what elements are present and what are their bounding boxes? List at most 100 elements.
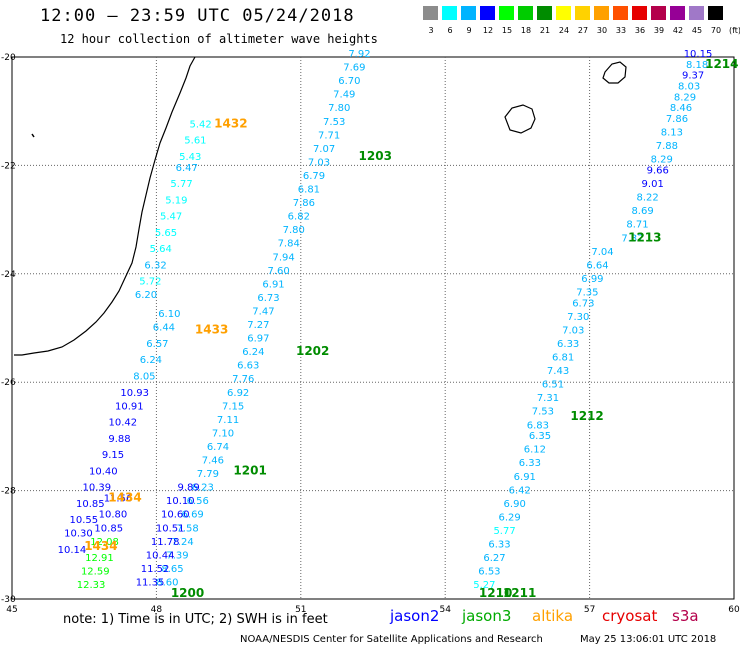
legend-label: 6 [447, 26, 453, 35]
wave-height-value: 8.29 [674, 92, 696, 103]
legend-label: 70 [710, 26, 722, 35]
wave-height-value: 6.51 [542, 380, 564, 391]
wave-height-value: 7.15 [222, 401, 244, 412]
wave-height-value: 7.79 [197, 469, 219, 480]
legend-swatch [632, 6, 647, 20]
wave-height-value: 5.61 [184, 136, 206, 147]
wave-height-value: 6.29 [499, 512, 521, 523]
madagascar-coast [14, 56, 196, 356]
lat-tick-label: -20 [1, 53, 16, 63]
lat-tick-label: -26 [1, 378, 16, 388]
wave-height-value: 8.71 [626, 220, 648, 231]
wave-height-value: 5.72 [139, 277, 161, 288]
wave-height-value: 8.46 [670, 103, 692, 114]
track-pass-label: 1210 [479, 586, 512, 600]
lat-tick-label: -22 [1, 161, 16, 171]
legend-label: 12 [482, 26, 494, 35]
legend-label: 18 [520, 26, 532, 35]
wave-height-value: 6.97 [247, 334, 269, 345]
track-pass-label: 1434 [84, 539, 117, 553]
legend-swatch [594, 6, 609, 20]
footnote: note: 1) Time is in UTC; 2) SWH is in fe… [63, 612, 328, 627]
wave-height-value: 5.19 [165, 195, 187, 206]
altimeter-tracks: 5.42 5.61 5.436.47 5.77 5.19 5.47 5.65 5.64 6.32… [58, 49, 713, 591]
legend-swatch [537, 6, 552, 20]
wave-height-value: 10.85 [94, 523, 123, 534]
wave-height-value: 10.30 [64, 529, 93, 540]
wave-height-value: 6.82 [288, 212, 310, 223]
wave-height-value: 6.70 [338, 76, 360, 87]
legend-label: 45 [691, 26, 703, 35]
wave-height-value: 8.05 [133, 371, 155, 382]
credit-line: NOAA/NESDIS Center for Satellite Applica… [240, 634, 543, 645]
track-pass-label: 1200 [171, 586, 204, 600]
wave-height-value: 8.69 [631, 206, 653, 217]
track-pass-label: 1433 [195, 322, 228, 336]
wave-height-value: 6.74 [207, 442, 229, 453]
legend-swatch [423, 6, 438, 20]
wave-height-value: 7.53 [323, 117, 345, 128]
legend-swatch [689, 6, 704, 20]
wave-height-value: 5.43 [179, 152, 201, 163]
wave-height-value: 5.77 [493, 526, 515, 537]
wave-height-value: 7.04 [591, 247, 613, 258]
map-title: 12:00 – 23:59 UTC 05/24/2018 [40, 6, 355, 26]
legend-swatch [499, 6, 514, 20]
lat-tick-label: -24 [1, 270, 16, 280]
wave-height-value: 7.53 [532, 407, 554, 418]
legend-label: 42 [672, 26, 684, 35]
wave-height-value: 6.12 [524, 445, 546, 456]
wave-height-value: 11.52 [141, 564, 170, 575]
wave-height-value: 5.77 [170, 179, 192, 190]
track-pass-label: 1434 [108, 490, 141, 504]
legend-unit: (ft) [728, 26, 740, 35]
wave-height-value: 7.92 [348, 49, 370, 60]
legend-label: 21 [539, 26, 551, 35]
wave-height-value: 6.63 [237, 361, 259, 372]
legend-swatch [575, 6, 590, 20]
legend-swatch [461, 6, 476, 20]
wave-height-value: 5.47 [160, 212, 182, 223]
coastlines [14, 56, 627, 356]
wave-height-value: 6.91 [514, 472, 536, 483]
wave-height-value: 6.73 [257, 293, 279, 304]
lat-tick-label: -28 [1, 487, 16, 497]
wave-height-value: 6.33 [488, 540, 510, 551]
wave-height-value: 6.79 [303, 171, 325, 182]
legend-label: 27 [577, 26, 589, 35]
map-frame [11, 56, 735, 600]
legend-swatch [670, 6, 685, 20]
wave-height-value: 9.88 [108, 434, 130, 445]
wave-height-value: 6.57 [146, 339, 168, 350]
lon-tick-label: 48 [151, 605, 163, 615]
wave-height-value: 7.03 [308, 157, 330, 168]
wave-height-value: 7.31 [537, 393, 559, 404]
graticule: 45 48 51 54 57 60 -20 -22 -24 -26 -28 -30 [1, 53, 740, 615]
wave-height-value: 7.46 [202, 456, 224, 467]
wave-height-value: 6.24 [242, 347, 264, 358]
legend-label: 24 [558, 26, 570, 35]
legend-label: 36 [634, 26, 646, 35]
legend-label: 30 [596, 26, 608, 35]
wave-height-value: 6.42 [509, 485, 531, 496]
wave-height-value: 7.27 [247, 320, 269, 331]
wave-height-value: 10.80 [99, 510, 128, 521]
map-subtitle: 12 hour collection of altimeter wave hei… [60, 32, 378, 46]
wave-height-value: 10.14 [58, 545, 87, 556]
wave-height-value: 7.94 [273, 252, 295, 263]
wave-height-value: 12.91 [85, 553, 114, 564]
legend-label: 33 [615, 26, 627, 35]
wave-height-value: 7.10 [212, 428, 234, 439]
wave-height-value: 10.91 [115, 401, 144, 412]
mission-name-altika: altika [532, 607, 574, 625]
wave-height-value: 7.88 [656, 141, 678, 152]
wave-height-value: 6.33 [519, 458, 541, 469]
wave-height-value: 11.35 [136, 577, 165, 588]
wave-height-value: 6.81 [298, 185, 320, 196]
wave-height-value: 6.64 [586, 260, 608, 271]
mission-name-jason3: jason3 [462, 607, 512, 625]
wave-height-value: 7.37 [621, 233, 643, 244]
wave-height-value: 7.35 [576, 287, 598, 298]
wave-height-value: 8.03 [678, 82, 700, 93]
